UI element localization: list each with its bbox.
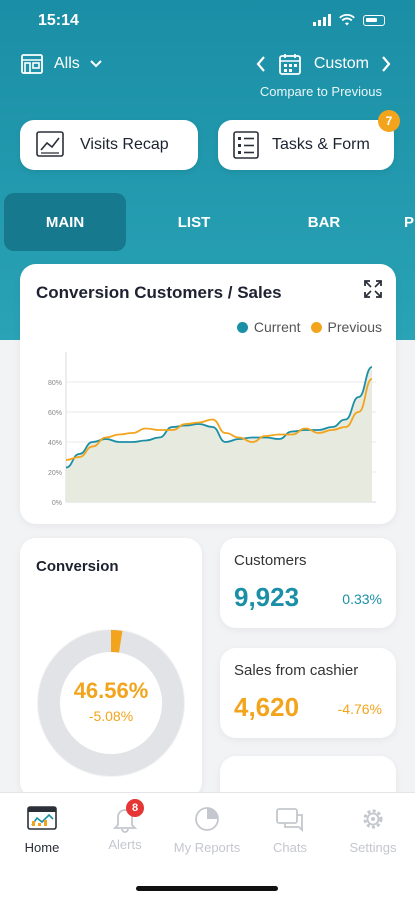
sales-value: 4,620 bbox=[234, 692, 300, 722]
tab-list[interactable]: LIST bbox=[177, 213, 211, 231]
chevron-down-icon bbox=[90, 60, 102, 68]
tab-main[interactable]: MAIN bbox=[4, 193, 126, 251]
chevron-right-icon[interactable] bbox=[381, 56, 391, 72]
home-dashboard-icon bbox=[27, 806, 57, 830]
y-tick-label: 0% bbox=[52, 500, 62, 507]
legend-previous: Previous bbox=[310, 319, 382, 335]
nav-home[interactable]: Home bbox=[2, 805, 82, 855]
customers-value: 9,923 bbox=[234, 582, 300, 612]
expand-icon[interactable] bbox=[364, 280, 382, 298]
status-bar: 15:14 bbox=[0, 10, 415, 34]
checklist-icon bbox=[233, 131, 259, 159]
wifi-icon bbox=[339, 14, 355, 26]
legend-current: Current bbox=[236, 319, 301, 335]
conversion-donut bbox=[37, 629, 185, 777]
conversion-delta: -5.08% bbox=[88, 708, 134, 724]
sales-label: Sales from cashier bbox=[234, 662, 359, 679]
chart-title: Conversion Customers / Sales bbox=[36, 283, 282, 302]
y-tick-label: 40% bbox=[48, 440, 62, 447]
conversion-value: 46.56% bbox=[73, 678, 149, 703]
nav-chats[interactable]: Chats bbox=[250, 805, 330, 855]
nav-my-reports-label: My Reports bbox=[173, 840, 241, 855]
sales-delta: -4.76% bbox=[337, 701, 382, 717]
conversion-title: Conversion bbox=[36, 558, 119, 575]
tasks-badge: 7 bbox=[378, 110, 400, 132]
y-tick-label: 20% bbox=[48, 470, 62, 477]
status-icons bbox=[313, 14, 385, 26]
store-label: Alls bbox=[54, 55, 80, 72]
tab-partial[interactable]: P bbox=[404, 213, 415, 231]
tab-bar[interactable]: BAR bbox=[307, 213, 341, 231]
visits-recap-label: Visits Recap bbox=[80, 136, 169, 153]
chart-legend: Current Previous bbox=[236, 319, 382, 335]
top-bar: Alls Custom Compare to Previous bbox=[0, 48, 415, 108]
bottom-navigation: Home 8 Alerts My Reports Chats Se bbox=[0, 792, 415, 901]
chat-icon bbox=[276, 808, 303, 833]
donut-center bbox=[60, 652, 162, 754]
customers-label: Customers bbox=[234, 552, 307, 569]
nav-my-reports[interactable]: My Reports bbox=[167, 805, 247, 855]
status-time: 15:14 bbox=[38, 12, 79, 29]
date-range-picker: Custom bbox=[256, 52, 391, 76]
nav-alerts[interactable]: 8 Alerts bbox=[85, 799, 165, 852]
nav-settings[interactable]: Settings bbox=[333, 805, 413, 855]
visits-recap-button[interactable]: Visits Recap bbox=[20, 120, 198, 170]
tasks-form-label: Tasks & Form bbox=[272, 136, 370, 153]
nav-alerts-label: Alerts bbox=[108, 837, 142, 852]
tasks-form-button[interactable]: Tasks & Form 7 bbox=[218, 110, 400, 170]
y-tick-label: 80% bbox=[48, 380, 62, 387]
compare-label[interactable]: Compare to Previous bbox=[259, 84, 382, 99]
battery-icon bbox=[363, 14, 385, 26]
alerts-badge: 8 bbox=[126, 799, 144, 817]
store-selector[interactable]: Alls bbox=[20, 52, 102, 76]
conversion-card: Conversion 46.56% -5.08% bbox=[20, 538, 202, 798]
nav-chats-label: Chats bbox=[273, 840, 307, 855]
customers-delta: 0.33% bbox=[342, 591, 382, 607]
chevron-left-icon[interactable] bbox=[256, 56, 266, 72]
gear-icon bbox=[363, 809, 383, 829]
y-tick-label: 60% bbox=[48, 410, 62, 417]
conversion-chart-card: Conversion Customers / Sales Current Pre… bbox=[20, 264, 396, 524]
sales-card[interactable]: Sales from cashier 4,620 -4.76% bbox=[220, 648, 396, 738]
donut-fill-segment bbox=[111, 630, 123, 653]
date-mode-label[interactable]: Custom bbox=[313, 55, 369, 72]
visits-recap-icon bbox=[36, 131, 64, 157]
home-indicator bbox=[136, 886, 278, 891]
signal-icon bbox=[313, 14, 331, 26]
store-icon bbox=[21, 54, 43, 74]
nav-settings-label: Settings bbox=[349, 840, 397, 855]
previous-series-line bbox=[65, 378, 373, 461]
calendar-icon[interactable] bbox=[278, 52, 302, 76]
customers-card[interactable]: Customers 9,923 0.33% bbox=[220, 538, 396, 628]
line-chart: 0% 20% 40% 60% 80% bbox=[48, 352, 376, 507]
view-tabs: MAIN LIST BAR P bbox=[0, 193, 415, 251]
pie-chart-icon bbox=[195, 807, 219, 831]
bell-icon-wrap: 8 bbox=[110, 799, 144, 833]
current-series-line bbox=[65, 366, 373, 469]
nav-home-label: Home bbox=[24, 840, 60, 855]
